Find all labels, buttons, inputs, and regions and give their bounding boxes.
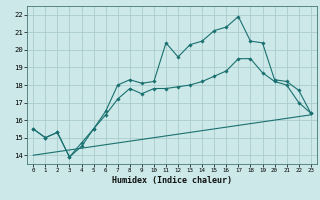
X-axis label: Humidex (Indice chaleur): Humidex (Indice chaleur) xyxy=(112,176,232,185)
